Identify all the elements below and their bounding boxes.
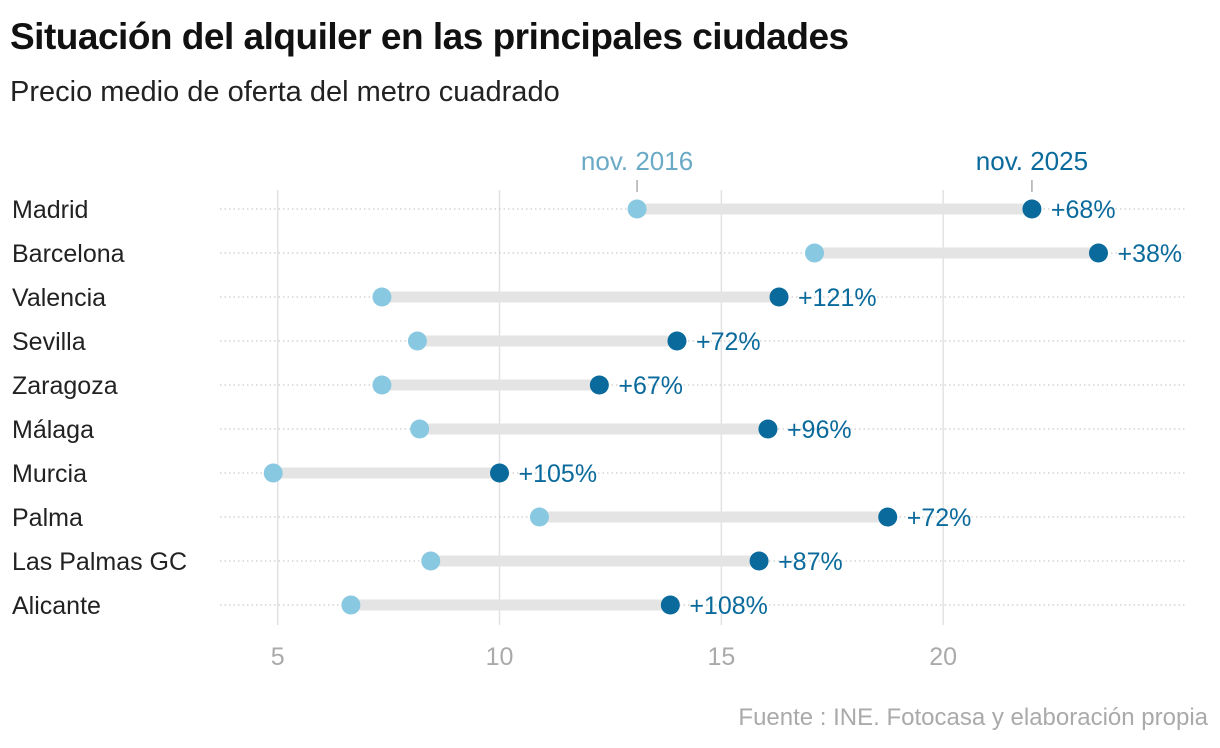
category-label: Palma xyxy=(12,504,83,532)
point-2016 xyxy=(627,199,647,219)
point-2016 xyxy=(407,331,427,351)
point-2016 xyxy=(805,243,825,263)
point-2016 xyxy=(372,287,392,307)
change-label: +87% xyxy=(778,548,843,576)
point-2025 xyxy=(758,419,778,439)
point-2016 xyxy=(529,507,549,527)
change-label: +108% xyxy=(689,592,768,620)
point-2025 xyxy=(878,507,898,527)
change-label: +72% xyxy=(907,504,972,532)
category-label: Alicante xyxy=(12,592,101,620)
category-label: Málaga xyxy=(12,416,94,444)
change-label: +105% xyxy=(519,460,598,488)
source-note: Fuente : INE. Fotocasa y elaboración pro… xyxy=(738,704,1208,731)
point-2025 xyxy=(667,331,687,351)
point-2025 xyxy=(769,287,789,307)
point-2016 xyxy=(410,419,430,439)
point-2025 xyxy=(490,463,510,483)
category-label: Zaragoza xyxy=(12,372,118,400)
series-label: nov. 2025 xyxy=(976,146,1088,176)
change-label: +68% xyxy=(1051,196,1116,224)
change-label: +38% xyxy=(1117,240,1182,268)
point-2025 xyxy=(1022,199,1042,219)
category-label: Las Palmas GC xyxy=(12,548,187,576)
change-label: +96% xyxy=(787,416,852,444)
category-label: Barcelona xyxy=(12,240,125,268)
x-tick-label: 20 xyxy=(929,643,957,671)
x-tick-label: 10 xyxy=(486,643,514,671)
point-2016 xyxy=(372,375,392,395)
chart-subtitle: Precio medio de oferta del metro cuadrad… xyxy=(10,76,560,108)
category-label: Valencia xyxy=(12,284,106,312)
change-label: +121% xyxy=(798,284,877,312)
point-2016 xyxy=(421,551,441,571)
point-2025 xyxy=(1088,243,1108,263)
point-2016 xyxy=(263,463,283,483)
category-label: Murcia xyxy=(12,460,87,488)
x-tick-label: 5 xyxy=(271,643,285,671)
chart-title: Situación del alquiler en las principale… xyxy=(10,16,849,57)
change-label: +67% xyxy=(618,372,683,400)
point-2025 xyxy=(589,375,609,395)
point-2016 xyxy=(341,595,361,615)
change-label: +72% xyxy=(696,328,761,356)
series-label: nov. 2016 xyxy=(581,146,693,176)
category-label: Madrid xyxy=(12,196,88,224)
category-label: Sevilla xyxy=(12,328,86,356)
x-tick-label: 15 xyxy=(707,643,735,671)
point-2025 xyxy=(660,595,680,615)
point-2025 xyxy=(749,551,769,571)
